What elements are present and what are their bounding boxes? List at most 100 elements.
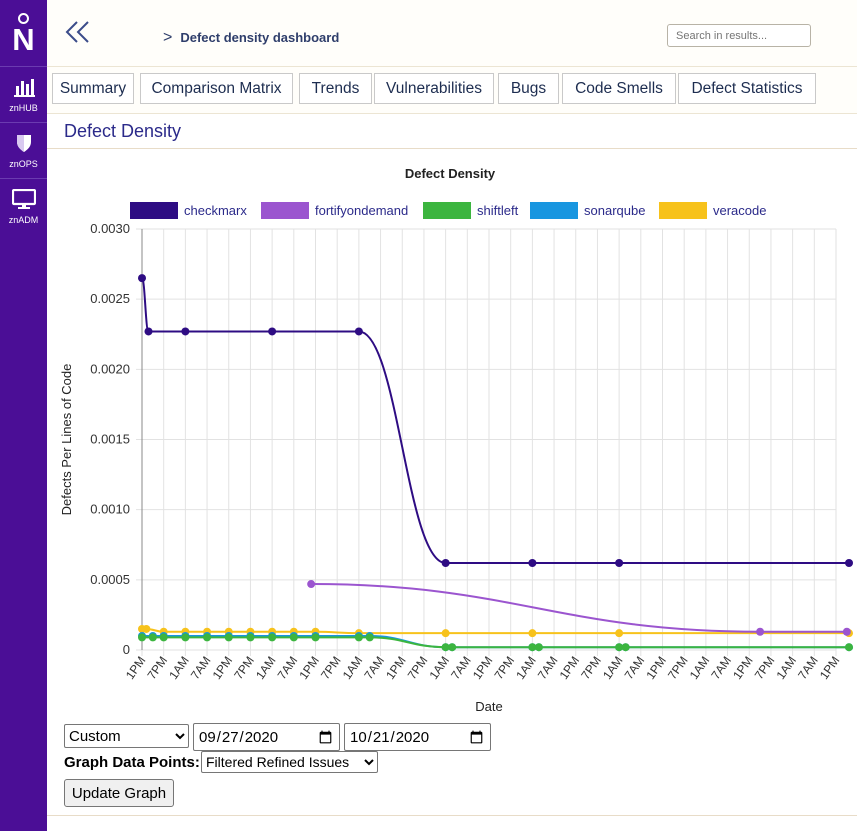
data-point-shiftleft [181, 633, 190, 642]
data-point-shiftleft [203, 633, 212, 642]
legend-swatch [659, 202, 707, 219]
data-point-veracode [142, 624, 151, 633]
y-tick-label: 0.0020 [90, 361, 130, 376]
data-point-veracode [615, 629, 624, 638]
x-tick-label: 1PM [296, 654, 322, 682]
x-tick-label: 1PM [123, 654, 149, 682]
data-point-checkmarx [441, 558, 450, 567]
logo-letter: N [12, 21, 35, 57]
x-tick-label: 7AM [188, 654, 214, 682]
x-tick-label: 1AM [340, 654, 366, 682]
tab-defect-statistics[interactable]: Defect Statistics [678, 73, 816, 104]
x-tick-label: 1AM [513, 654, 539, 682]
tab-summary[interactable]: Summary [52, 73, 134, 104]
data-point-shiftleft [365, 633, 374, 642]
x-tick-label: 7PM [578, 654, 604, 682]
data-point-shiftleft [615, 643, 624, 652]
legend-label: fortifyondemand [315, 203, 408, 218]
shield-icon [16, 135, 31, 152]
y-axis-label: Defects Per Lines of Code [59, 364, 74, 516]
update-graph-button[interactable]: Update Graph [64, 779, 174, 807]
start-date-input[interactable] [193, 723, 340, 751]
bar-chart-icon [13, 79, 35, 97]
tab-bar: Summary Comparison Matrix Trends Vulnera… [47, 67, 857, 114]
data-point-shiftleft [159, 633, 168, 642]
divider [47, 815, 857, 816]
defect-density-chart: Defect Density checkmarx fortifyondemand sh… [59, 166, 854, 714]
sidebar-item-znhub[interactable]: znHUB [0, 66, 47, 123]
x-axis-label: Date [475, 699, 502, 714]
data-point-checkmarx [845, 558, 854, 567]
y-tick-label: 0.0005 [90, 572, 130, 587]
y-tick-label: 0 [123, 642, 130, 657]
tab-bugs[interactable]: Bugs [498, 73, 559, 104]
data-point-shiftleft [448, 643, 457, 652]
legend-swatch [130, 202, 178, 219]
data-point-shiftleft [534, 643, 543, 652]
legend-swatch [261, 202, 309, 219]
data-point-shiftleft [528, 643, 537, 652]
data-point-shiftleft [311, 633, 320, 642]
x-tick-label: 7PM [492, 654, 518, 682]
legend-swatch [530, 202, 578, 219]
chart-title: Defect Density [405, 166, 496, 181]
x-tick-label: 7AM [708, 654, 734, 682]
date-range-select[interactable]: Custom [64, 724, 189, 748]
data-point-shiftleft [845, 643, 854, 652]
x-tick-label: 7AM [622, 654, 648, 682]
data-point-checkmarx [528, 558, 537, 567]
sidebar-item-label: znHUB [9, 103, 38, 113]
data-point-shiftleft [621, 643, 630, 652]
x-tick-label: 1PM [383, 654, 409, 682]
sidebar-item-label: znADM [8, 215, 39, 225]
data-point-fortifyondemand [756, 627, 765, 636]
legend-label: veracode [713, 203, 766, 218]
sidebar-item-label: znOPS [9, 159, 38, 169]
divider [47, 148, 857, 149]
breadcrumb-separator: > [163, 29, 173, 46]
legend-label: checkmarx [184, 203, 247, 218]
x-tick-label: 1AM [600, 654, 626, 682]
x-tick-label: 7PM [231, 654, 257, 682]
x-tick-label: 1PM [817, 654, 843, 682]
search-input[interactable] [667, 24, 811, 47]
app-logo[interactable]: N [0, 0, 47, 66]
series-line-checkmarx [141, 277, 850, 564]
x-tick-label: 1PM [210, 654, 236, 682]
data-point-checkmarx [181, 327, 190, 336]
data-point-shiftleft [148, 633, 157, 642]
sidebar-item-znops[interactable]: znOPS [0, 122, 47, 179]
collapse-sidebar-icon[interactable] [65, 20, 91, 48]
x-tick-label: 7AM [795, 654, 821, 682]
x-tick-label: 1AM [426, 654, 452, 682]
sidebar-item-znadm[interactable]: znADM [0, 178, 47, 235]
data-point-checkmarx [268, 327, 277, 336]
x-tick-label: 7AM [275, 654, 301, 682]
x-tick-label: 1AM [687, 654, 713, 682]
data-point-checkmarx [144, 327, 153, 336]
x-tick-label: 1AM [773, 654, 799, 682]
x-tick-label: 1PM [730, 654, 756, 682]
x-tick-label: 1PM [470, 654, 496, 682]
breadcrumb-current[interactable]: Defect density dashboard [180, 30, 340, 45]
tab-comparison-matrix[interactable]: Comparison Matrix [140, 73, 293, 104]
tab-trends[interactable]: Trends [299, 73, 372, 104]
data-point-shiftleft [246, 633, 255, 642]
page-title: Defect Density [64, 121, 182, 141]
tab-vulnerabilities[interactable]: Vulnerabilities [374, 73, 494, 104]
data-point-shiftleft [268, 633, 277, 642]
data-point-shiftleft [354, 633, 363, 642]
y-tick-label: 0.0025 [90, 291, 130, 306]
logo-ring-icon [18, 12, 29, 24]
data-point-fortifyondemand [307, 580, 316, 589]
data-point-shiftleft [138, 633, 146, 642]
data-points-select[interactable]: Filtered Refined Issues [201, 751, 378, 773]
breadcrumb: > Defect density dashboard [163, 29, 339, 47]
x-tick-label: 7PM [665, 654, 691, 682]
x-tick-label: 1PM [643, 654, 669, 682]
x-tick-label: 7PM [145, 654, 171, 682]
tab-code-smells[interactable]: Code Smells [562, 73, 676, 104]
x-tick-label: 7PM [318, 654, 344, 682]
data-point-checkmarx [354, 327, 363, 336]
end-date-input[interactable] [344, 723, 491, 751]
